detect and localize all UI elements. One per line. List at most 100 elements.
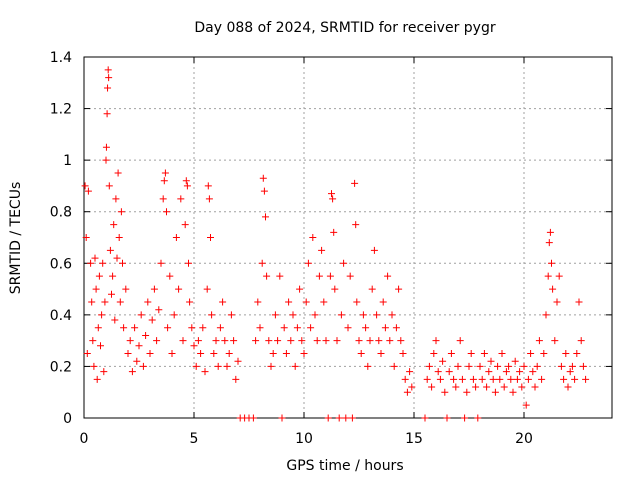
data-point	[153, 337, 161, 345]
x-tick-label: 15	[405, 431, 423, 447]
data-point	[207, 234, 214, 241]
data-point	[505, 362, 513, 370]
data-point	[392, 324, 400, 332]
x-tick-label: 10	[295, 431, 313, 447]
data-point	[335, 414, 343, 422]
data-point	[182, 177, 190, 185]
data-point	[155, 306, 163, 314]
data-point	[177, 195, 185, 203]
data-point	[544, 272, 552, 280]
x-tick-label: 5	[190, 431, 199, 447]
data-point	[103, 110, 111, 118]
data-point	[260, 187, 268, 195]
data-point	[192, 362, 200, 370]
data-point	[535, 337, 543, 345]
data-point	[302, 298, 310, 306]
data-point	[518, 383, 526, 391]
data-point	[375, 337, 383, 345]
data-point	[108, 290, 115, 298]
data-point	[87, 259, 95, 267]
data-point	[269, 350, 277, 358]
data-point	[98, 311, 106, 319]
data-point	[197, 350, 205, 358]
y-tick-label: 0.8	[50, 205, 72, 221]
data-point	[249, 414, 257, 422]
data-point	[494, 362, 502, 370]
data-point	[373, 311, 381, 319]
data-point	[150, 285, 158, 293]
y-tick-label: 0.2	[50, 359, 72, 375]
data-point	[315, 272, 323, 280]
data-point	[533, 362, 541, 370]
data-point	[553, 298, 561, 306]
data-point	[318, 246, 326, 254]
data-point	[359, 311, 367, 319]
data-point	[274, 337, 282, 345]
data-points	[81, 66, 590, 422]
data-point	[113, 254, 121, 262]
data-point	[329, 195, 337, 203]
data-point	[454, 362, 462, 370]
data-point	[333, 337, 341, 345]
data-point	[364, 362, 372, 370]
data-point	[216, 324, 224, 332]
data-point	[352, 221, 360, 229]
data-point	[560, 375, 568, 383]
data-point	[185, 259, 192, 267]
data-point	[161, 169, 169, 177]
data-point	[300, 350, 308, 358]
data-point	[168, 350, 176, 358]
x-tick-label: 0	[80, 431, 89, 447]
data-point	[214, 362, 222, 370]
data-point	[441, 388, 449, 396]
data-point	[311, 311, 319, 319]
data-point	[137, 311, 145, 319]
y-tick-label: 0.4	[50, 308, 72, 324]
data-point	[234, 357, 242, 365]
data-point	[227, 311, 235, 319]
data-point	[522, 401, 530, 409]
data-point	[183, 182, 191, 190]
data-point	[564, 383, 572, 391]
data-point	[568, 362, 576, 370]
data-point	[278, 414, 286, 422]
data-point	[381, 324, 389, 332]
data-point	[282, 350, 290, 358]
data-point	[225, 350, 233, 358]
data-point	[296, 285, 304, 293]
data-point	[102, 156, 110, 164]
grid	[84, 57, 612, 418]
data-point	[509, 388, 517, 396]
data-point	[370, 246, 378, 254]
y-tick-label: 0	[63, 411, 72, 427]
data-point	[159, 195, 167, 203]
data-point	[483, 383, 491, 391]
data-point	[322, 337, 330, 345]
data-point	[577, 337, 585, 345]
data-point	[573, 350, 581, 358]
data-point	[313, 337, 321, 345]
data-point	[285, 298, 293, 306]
data-point	[307, 324, 315, 332]
data-point	[331, 285, 339, 293]
data-point	[97, 342, 104, 350]
data-point	[452, 383, 460, 391]
data-point	[135, 342, 143, 350]
data-point	[106, 246, 114, 254]
data-point	[551, 337, 559, 345]
data-point	[199, 324, 207, 332]
data-point	[467, 350, 475, 358]
data-point	[208, 311, 216, 319]
data-point	[377, 350, 385, 358]
data-point	[146, 350, 154, 358]
data-point	[491, 388, 499, 396]
data-point	[540, 350, 548, 358]
data-point	[148, 316, 156, 324]
data-point	[575, 298, 583, 306]
data-point	[340, 259, 348, 267]
data-point	[487, 357, 495, 365]
data-point	[102, 143, 110, 151]
data-point	[131, 324, 139, 332]
data-point	[463, 388, 471, 396]
